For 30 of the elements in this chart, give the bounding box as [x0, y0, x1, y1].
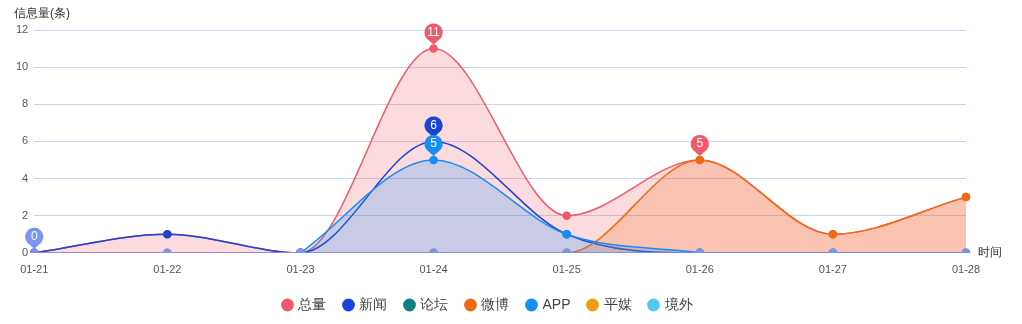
annotation: 5: [696, 136, 704, 151]
y-tick-label: 6: [22, 134, 29, 147]
y-tick-label: 4: [22, 171, 29, 184]
annotation: 6: [430, 117, 438, 132]
annotation: 11: [427, 24, 441, 39]
x-tick-label: 01-24: [419, 263, 448, 276]
y-tick-label: 10: [15, 60, 29, 73]
y-tick-label: 2: [22, 208, 29, 221]
legend-label: 总量: [297, 295, 327, 312]
x-axis-title: 时间: [978, 245, 1002, 260]
point: [429, 155, 438, 165]
x-tick-label: 01-21: [20, 263, 49, 276]
x-tick-label: 01-27: [818, 263, 847, 276]
x-tick-label: 01-26: [685, 263, 714, 276]
legend-label: 微博: [481, 295, 510, 312]
legend-label: 论坛: [420, 295, 449, 312]
x-tick-label: 01-23: [286, 263, 315, 276]
legend-label: APP: [542, 295, 571, 312]
y-axis-title: 信息量(条): [14, 6, 70, 21]
legend-label: 平媒: [603, 295, 632, 312]
y-tick-label: 8: [22, 97, 29, 110]
point: [562, 211, 571, 220]
legend-label: 新闻: [359, 295, 388, 312]
x-tick-label: 01-22: [153, 263, 182, 276]
y-tick-label: 12: [15, 23, 29, 36]
annotation: 5: [430, 136, 438, 151]
y-tick-label: 0: [22, 245, 29, 258]
x-tick-label: 01-28: [951, 263, 981, 276]
x-tick-label: 01-25: [552, 263, 581, 276]
legend-label: 境外: [663, 295, 693, 312]
